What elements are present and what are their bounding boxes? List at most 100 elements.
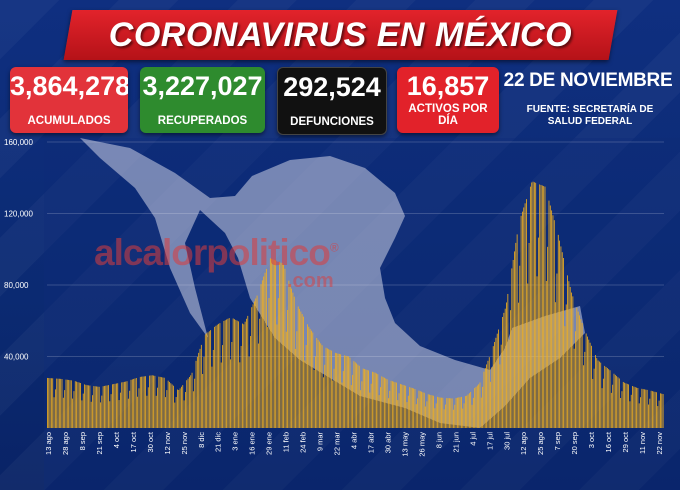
stat-recovered: 3,227,027 RECUPERADOS bbox=[140, 67, 265, 133]
bar bbox=[393, 381, 395, 428]
bar bbox=[518, 302, 519, 428]
bar bbox=[625, 383, 627, 428]
bar bbox=[352, 374, 353, 428]
bar bbox=[97, 386, 99, 428]
bar bbox=[449, 398, 450, 428]
bar bbox=[357, 364, 359, 428]
bar bbox=[641, 388, 643, 428]
bar bbox=[523, 207, 525, 428]
bar bbox=[293, 296, 295, 428]
bar bbox=[65, 379, 67, 428]
bar bbox=[319, 341, 320, 428]
bar bbox=[198, 352, 200, 428]
bar bbox=[263, 276, 265, 428]
bar bbox=[646, 389, 648, 428]
bar bbox=[284, 268, 286, 428]
bar bbox=[161, 377, 162, 428]
bar bbox=[280, 262, 282, 428]
bar bbox=[62, 397, 64, 428]
bar bbox=[251, 307, 253, 428]
bar bbox=[305, 345, 307, 428]
bar bbox=[96, 386, 97, 428]
bar bbox=[366, 369, 368, 428]
bar bbox=[159, 376, 161, 428]
y-tick-label: 40,000 bbox=[4, 353, 29, 362]
bar bbox=[500, 344, 502, 428]
x-axis-ticks: 13 ago 28 ago 8 sep 21 sep 4 oct 17 oct 30 oct… bbox=[44, 431, 664, 457]
bar bbox=[112, 384, 113, 428]
bar bbox=[524, 203, 526, 428]
bar bbox=[658, 400, 660, 428]
bar bbox=[506, 302, 507, 428]
bar bbox=[121, 382, 123, 428]
bar bbox=[127, 398, 129, 428]
bar bbox=[242, 323, 243, 428]
bar bbox=[365, 369, 367, 428]
bar bbox=[620, 398, 622, 428]
bar bbox=[479, 382, 481, 428]
bar bbox=[129, 390, 131, 428]
bar bbox=[244, 321, 246, 428]
source-line-2: SALUD FEDERAL bbox=[547, 116, 633, 127]
bar bbox=[267, 327, 269, 428]
bar bbox=[484, 368, 486, 428]
bar bbox=[190, 375, 192, 428]
bar bbox=[629, 401, 631, 428]
bar bbox=[113, 384, 115, 428]
bar bbox=[577, 311, 579, 428]
bar bbox=[104, 385, 105, 428]
x-tick-label: 21 jun bbox=[451, 432, 460, 452]
bar bbox=[337, 353, 339, 428]
bar bbox=[547, 246, 549, 428]
x-tick-label: 24 feb bbox=[299, 432, 308, 453]
x-tick-label: 8 sep bbox=[78, 432, 87, 450]
bar bbox=[617, 377, 619, 428]
stat-active: 16,857 ACTIVOS POR DÍA bbox=[397, 67, 499, 133]
bar bbox=[626, 383, 628, 428]
bar bbox=[206, 333, 208, 428]
bar bbox=[158, 376, 160, 428]
bar bbox=[458, 397, 460, 428]
bar bbox=[147, 387, 149, 428]
stat-accumulated-label: ACUMULADOS bbox=[27, 115, 111, 127]
bar bbox=[581, 322, 583, 428]
bar bbox=[247, 315, 249, 428]
bar bbox=[583, 365, 584, 428]
bar bbox=[398, 393, 400, 428]
bar bbox=[414, 388, 416, 428]
x-tick-label: 11 nov bbox=[638, 432, 647, 454]
x-tick-label: 20 sep bbox=[570, 432, 579, 455]
bar bbox=[93, 386, 95, 428]
y-tick-label: 120,000 bbox=[4, 210, 33, 219]
bar bbox=[342, 371, 344, 428]
bar bbox=[471, 404, 473, 428]
bar bbox=[634, 387, 636, 428]
bar bbox=[413, 388, 415, 428]
bar bbox=[243, 324, 245, 428]
bar bbox=[537, 237, 539, 428]
bar bbox=[322, 377, 324, 428]
bar bbox=[605, 366, 607, 428]
bar bbox=[89, 385, 91, 428]
bar bbox=[460, 396, 462, 428]
bar bbox=[321, 345, 323, 428]
bar bbox=[250, 336, 251, 428]
bar bbox=[106, 385, 108, 428]
bar bbox=[421, 391, 422, 428]
bar bbox=[559, 240, 560, 428]
bar bbox=[388, 398, 389, 428]
bar bbox=[142, 376, 144, 428]
bar bbox=[595, 355, 596, 428]
bar bbox=[510, 310, 511, 428]
bar bbox=[632, 386, 633, 428]
bar bbox=[287, 309, 288, 428]
bar bbox=[307, 324, 308, 428]
bar bbox=[652, 391, 653, 428]
bar bbox=[535, 182, 537, 428]
bar bbox=[514, 251, 515, 428]
bar bbox=[220, 362, 222, 428]
bar bbox=[194, 378, 196, 428]
bar bbox=[545, 280, 547, 428]
bar bbox=[381, 376, 383, 428]
bar bbox=[105, 385, 107, 428]
